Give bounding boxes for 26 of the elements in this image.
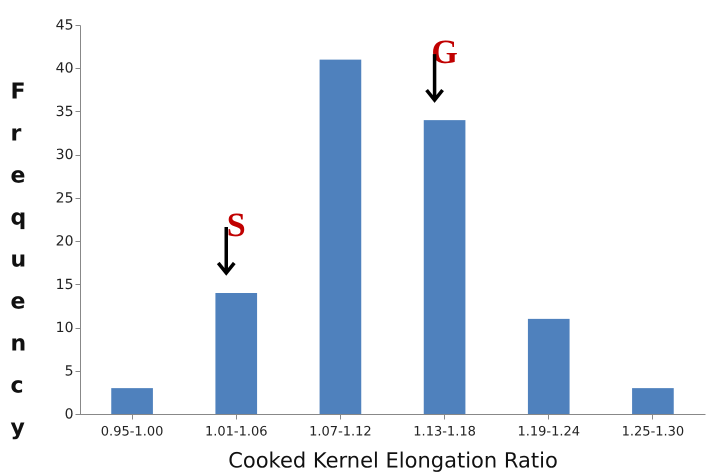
- y-tick-label: 20: [56, 234, 74, 250]
- x-tick-label: 1.13-1.18: [413, 424, 476, 440]
- y-tick-label: 35: [56, 104, 74, 120]
- bar: [424, 120, 466, 414]
- x-tick-label: 1.19-1.24: [517, 424, 580, 440]
- x-tick-label: 1.25-1.30: [622, 424, 684, 440]
- y-tick-label: 30: [56, 147, 74, 164]
- bar: [528, 318, 570, 414]
- y-tick-label: 25: [56, 190, 74, 206]
- x-tick-label: 1.01-1.06: [204, 424, 268, 440]
- x-tick-label: 1.07-1.12: [309, 424, 372, 440]
- annotation: S: [226, 206, 246, 244]
- x-tick-label: 0.95-1.00: [100, 424, 164, 440]
- y-tick-label: 10: [56, 320, 74, 336]
- bar: [320, 60, 362, 414]
- y-tick-label: 0: [64, 406, 74, 422]
- text: Frequency: [10, 80, 26, 440]
- bar: [215, 292, 258, 414]
- y-tick-label: 45: [56, 18, 74, 34]
- y-tick-label: 40: [56, 60, 74, 77]
- bar: [632, 388, 674, 414]
- bar: [111, 388, 153, 414]
- y-tick-label: 5: [64, 363, 74, 380]
- annotation: G: [431, 34, 458, 72]
- y-tick-label: 15: [56, 276, 74, 293]
- x-axis-title: Cooked Kernel Elongation Ratio: [228, 448, 558, 472]
